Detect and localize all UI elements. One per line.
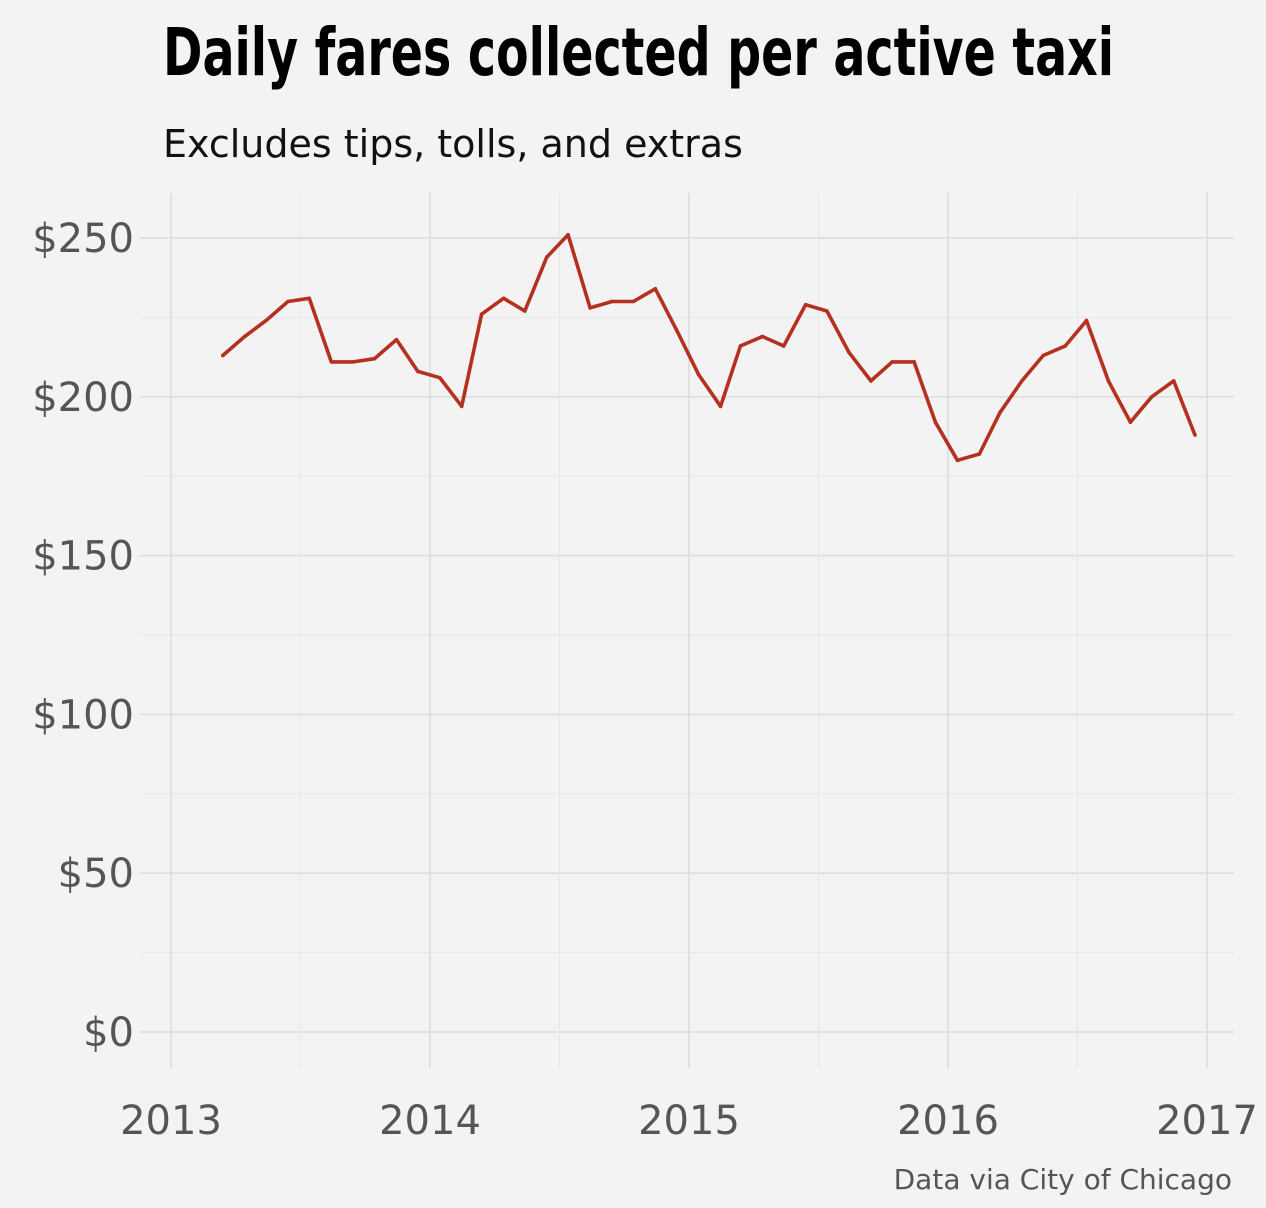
gridlines [140, 193, 1234, 1068]
data-point [1128, 420, 1133, 425]
y-tick-label: $0 [83, 1010, 134, 1056]
data-point [220, 353, 225, 358]
data-point [912, 360, 916, 364]
data-point [890, 360, 894, 364]
data-point [998, 410, 1002, 415]
data-point [459, 404, 464, 409]
data-point [1084, 318, 1089, 323]
data-point [415, 369, 420, 374]
data-point [329, 360, 334, 364]
data-point [955, 458, 960, 463]
data-point [394, 337, 399, 342]
data-point [933, 420, 938, 425]
data-point [479, 312, 484, 317]
series-line [221, 233, 1197, 463]
chart-title: Daily fares collected per active taxi [163, 14, 1115, 91]
data-point [803, 302, 808, 307]
data-point [1041, 353, 1045, 358]
data-point [760, 334, 765, 339]
data-point [286, 299, 290, 304]
data-point [1020, 379, 1024, 383]
data-point [1063, 344, 1067, 348]
data-point [696, 372, 701, 377]
data-point [977, 452, 982, 456]
chart-subtitle: Excludes tips, tolls, and extras [163, 122, 743, 166]
x-tick-label: 2016 [897, 1098, 999, 1144]
data-point [631, 299, 636, 304]
source-caption: Data via City of Chicago [893, 1163, 1232, 1196]
y-tick-label: $100 [32, 692, 134, 738]
data-point [545, 255, 549, 259]
y-tick-label: $150 [32, 534, 134, 580]
data-point [242, 334, 247, 339]
data-point [1193, 433, 1197, 437]
data-point [351, 360, 356, 364]
data-point [588, 306, 592, 310]
data-point [1171, 379, 1176, 383]
y-tick-label: $200 [32, 375, 134, 421]
data-point [1106, 379, 1111, 383]
data-point [523, 309, 527, 313]
series-layer [220, 233, 1197, 463]
data-point [566, 233, 570, 237]
y-tick-label: $50 [58, 851, 134, 897]
x-tick-label: 2017 [1156, 1098, 1258, 1144]
data-point [718, 404, 723, 409]
tick-labels: $0 $50 $100 $150 $200 $250 2013 2014 2015 2016 201… [32, 216, 1258, 1144]
data-point [501, 296, 506, 301]
data-point [674, 328, 679, 332]
data-point [869, 379, 873, 383]
x-tick-label: 2014 [379, 1098, 481, 1144]
data-point [264, 318, 268, 323]
data-point [825, 309, 829, 313]
data-point [847, 350, 851, 355]
y-tick-label: $250 [32, 216, 134, 262]
data-point [1149, 395, 1154, 399]
data-point [437, 375, 442, 380]
x-tick-label: 2015 [638, 1098, 740, 1144]
data-point [653, 287, 658, 291]
data-point [307, 296, 312, 301]
data-point [610, 299, 614, 304]
x-tick-label: 2013 [120, 1098, 222, 1144]
data-point [372, 356, 377, 361]
data-point [781, 344, 786, 348]
data-point [738, 344, 743, 348]
